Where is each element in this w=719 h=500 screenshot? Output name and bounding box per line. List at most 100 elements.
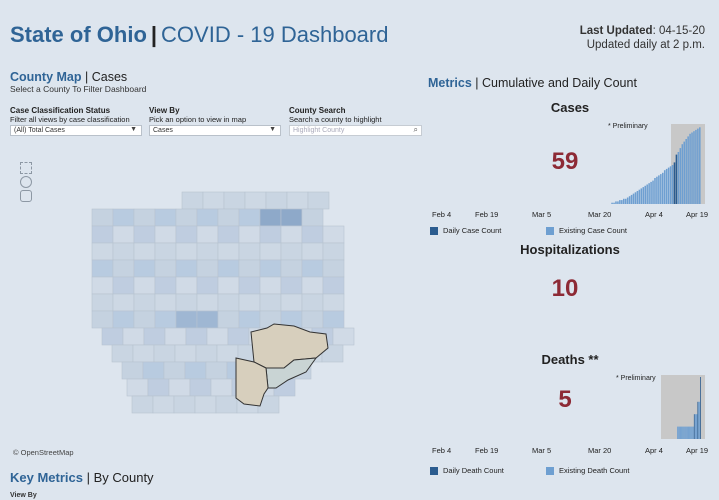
county-shape[interactable]: [112, 225, 135, 244]
county-shape[interactable]: [175, 259, 198, 278]
county-shape[interactable]: [132, 344, 155, 363]
bar-cases-58[interactable]: [658, 175, 660, 204]
county-shape[interactable]: [168, 378, 191, 397]
legend-daily-case[interactable]: Daily Case Count: [430, 226, 501, 235]
county-shape[interactable]: [259, 259, 282, 278]
county-shape[interactable]: [153, 344, 176, 363]
county-shape[interactable]: [175, 225, 198, 244]
bar-deaths--80[interactable]: [700, 377, 701, 439]
county-shape[interactable]: [301, 259, 324, 278]
county-shape[interactable]: [265, 191, 288, 210]
county-shape[interactable]: [206, 327, 229, 346]
county-shape[interactable]: [322, 225, 345, 244]
bar-cases-69[interactable]: [679, 148, 682, 204]
bar-cases-65[interactable]: [671, 165, 674, 204]
bar-cases-45[interactable]: [632, 193, 635, 204]
county-shape[interactable]: [217, 208, 240, 227]
county-shape[interactable]: [307, 191, 330, 210]
county-shape[interactable]: [133, 242, 156, 261]
county-shape[interactable]: [133, 293, 156, 312]
county-shape[interactable]: [215, 395, 238, 414]
county-shape[interactable]: [196, 259, 219, 278]
bar-cases-75[interactable]: [691, 132, 693, 205]
county-shape[interactable]: [196, 225, 219, 244]
county-shape[interactable]: [301, 276, 324, 295]
bar-deaths--74[interactable]: [694, 414, 696, 439]
county-shape[interactable]: [164, 327, 187, 346]
county-shape[interactable]: [133, 276, 156, 295]
bar-cases-79[interactable]: [699, 127, 701, 204]
county-shape[interactable]: [175, 310, 198, 329]
county-shape[interactable]: [280, 293, 303, 312]
bar-deaths--75[interactable]: [695, 414, 697, 439]
bar-deaths--66[interactable]: [687, 426, 689, 439]
county-shape[interactable]: [202, 191, 225, 210]
county-shape[interactable]: [112, 242, 135, 261]
county-shape[interactable]: [91, 293, 114, 312]
bar-deaths--58[interactable]: [680, 426, 682, 439]
county-shape[interactable]: [121, 361, 144, 380]
view-by-dropdown[interactable]: Cases ▼: [149, 125, 281, 136]
county-shape[interactable]: [91, 225, 114, 244]
bar-deaths--56[interactable]: [678, 426, 680, 439]
county-shape[interactable]: [143, 327, 166, 346]
county-shape[interactable]: [259, 276, 282, 295]
bar-deaths--54[interactable]: [677, 426, 678, 439]
bar-deaths--67[interactable]: [688, 426, 690, 439]
county-shape[interactable]: [133, 225, 156, 244]
county-shape[interactable]: [301, 208, 324, 227]
rectangle-select-icon[interactable]: [20, 162, 32, 174]
county-shape[interactable]: [175, 276, 198, 295]
county-shape[interactable]: [112, 293, 135, 312]
county-shape[interactable]: [122, 327, 145, 346]
county-shape[interactable]: [332, 327, 355, 346]
legend-existing-death[interactable]: Existing Death Count: [546, 466, 629, 475]
bar-cases-53[interactable]: [648, 183, 650, 204]
classification-dropdown[interactable]: (All) Total Cases ▼: [10, 125, 142, 136]
county-shape[interactable]: [217, 276, 240, 295]
county-shape[interactable]: [210, 378, 233, 397]
county-shape[interactable]: [238, 208, 261, 227]
bar-cases-38[interactable]: [619, 200, 621, 204]
bar-deaths--76[interactable]: [696, 414, 698, 439]
bar-cases-63[interactable]: [667, 167, 670, 204]
county-shape[interactable]: [301, 293, 324, 312]
bar-cases-46[interactable]: [634, 192, 637, 204]
county-shape[interactable]: [322, 242, 345, 261]
county-shape[interactable]: [322, 310, 345, 329]
bar-cases-52[interactable]: [646, 184, 648, 205]
bar-cases-37[interactable]: [617, 201, 619, 204]
county-shape[interactable]: [173, 395, 196, 414]
county-shape[interactable]: [154, 310, 177, 329]
bar-cases-62[interactable]: [665, 168, 668, 204]
county-shape[interactable]: [238, 276, 261, 295]
county-shape[interactable]: [154, 242, 177, 261]
county-shape[interactable]: [91, 242, 114, 261]
ohio-county-map[interactable]: [84, 182, 384, 452]
county-shape[interactable]: [196, 242, 219, 261]
bar-cases-70[interactable]: [681, 144, 684, 204]
bar-cases-66[interactable]: [673, 162, 676, 204]
county-shape[interactable]: [112, 208, 135, 227]
county-shape[interactable]: [217, 259, 240, 278]
county-shape[interactable]: [238, 310, 261, 329]
county-shape[interactable]: [322, 293, 345, 312]
bar-cases-55[interactable]: [652, 180, 654, 204]
county-shape[interactable]: [196, 293, 219, 312]
county-shape[interactable]: [217, 242, 240, 261]
bar-cases-39[interactable]: [621, 200, 623, 204]
county-shape[interactable]: [280, 276, 303, 295]
county-shape[interactable]: [126, 378, 149, 397]
county-shape[interactable]: [175, 208, 198, 227]
county-shape[interactable]: [280, 242, 303, 261]
county-shape[interactable]: [175, 242, 198, 261]
bar-cases-56[interactable]: [654, 178, 656, 204]
county-shape[interactable]: [259, 208, 282, 227]
bar-cases-59[interactable]: [660, 174, 662, 204]
bar-cases-44[interactable]: [630, 194, 633, 204]
highlighted-counties[interactable]: [235, 323, 329, 407]
bar-deaths--61[interactable]: [683, 426, 685, 439]
bar-cases-34[interactable]: [611, 202, 613, 204]
bar-cases-76[interactable]: [693, 131, 695, 204]
bar-deaths--65[interactable]: [686, 426, 688, 439]
